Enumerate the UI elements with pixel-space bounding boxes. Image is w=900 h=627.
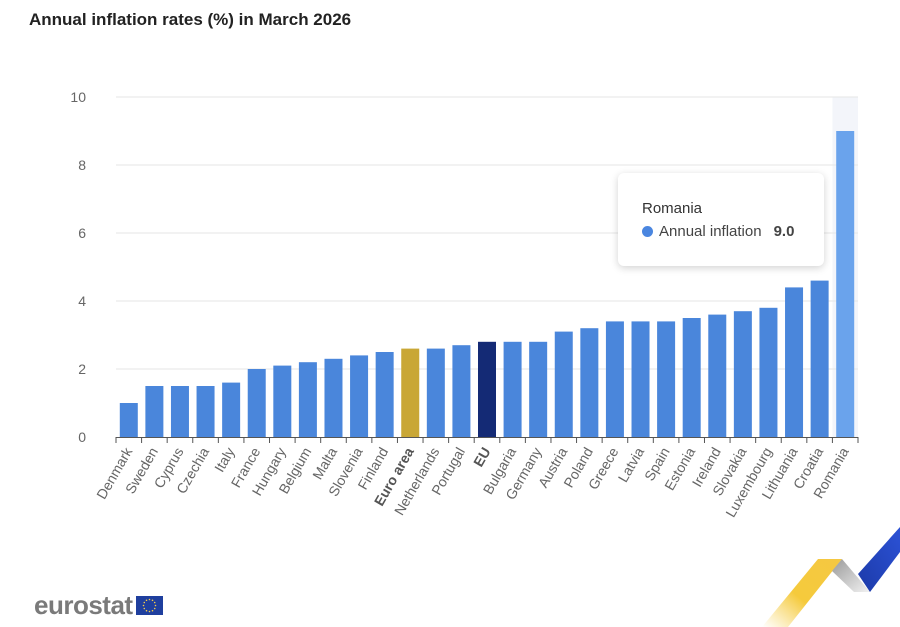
x-tick-label: Latvia [615, 444, 648, 485]
bar-euro-area [401, 348, 420, 437]
bar-eu [478, 341, 496, 437]
eu-flag-icon [135, 595, 163, 615]
bar-italy [222, 382, 241, 437]
bar-netherlands [426, 348, 445, 437]
bar-portugal [452, 345, 471, 437]
y-tick-label: 2 [78, 361, 86, 377]
bar-croatia [810, 280, 829, 437]
bar-hungary [273, 365, 292, 437]
bar-spain [657, 321, 676, 437]
bar-austria [554, 331, 573, 437]
y-tick-label: 8 [78, 157, 86, 173]
tooltip-series-name: Annual inflation [659, 223, 762, 240]
chart-title: Annual inflation rates (%) in March 2026 [29, 10, 352, 29]
series-dot-icon [642, 226, 653, 237]
logo-text: eurostat [34, 590, 133, 620]
bar-romania [836, 131, 855, 437]
bar-bulgaria [503, 341, 522, 437]
bar-denmark [119, 403, 138, 437]
bar-greece [605, 321, 624, 437]
bar-ireland [708, 314, 727, 437]
bar-belgium [298, 362, 317, 437]
bar-germany [529, 341, 548, 437]
decorative-ribbon-graphic [762, 527, 900, 627]
bar-france [247, 369, 266, 437]
tooltip-value: 9.0 [773, 223, 795, 240]
eurostat-logo: eurostat [34, 592, 163, 618]
bar-cyprus [170, 386, 189, 437]
bar-sweden [145, 386, 164, 437]
tooltip-country: Romania [642, 200, 703, 217]
y-tick-label: 10 [70, 89, 86, 105]
y-tick-label: 4 [78, 293, 86, 309]
bar-estonia [682, 318, 701, 437]
bar-czechia [196, 386, 215, 437]
bar-slovakia [733, 311, 752, 437]
tooltip-row: Annual inflation 9.0 [642, 223, 824, 240]
bar-poland [580, 328, 599, 437]
bar-malta [324, 358, 343, 437]
x-tick-label: EU [470, 445, 494, 470]
bar-finland [375, 352, 394, 437]
chart-tooltip: Romania Annual inflation 9.0 [618, 173, 824, 266]
bar-latvia [631, 321, 650, 437]
y-tick-label: 6 [78, 225, 86, 241]
bar-slovenia [350, 355, 369, 437]
y-tick-label: 0 [78, 429, 86, 445]
bar-luxembourg [759, 307, 778, 437]
bar-lithuania [785, 287, 804, 437]
